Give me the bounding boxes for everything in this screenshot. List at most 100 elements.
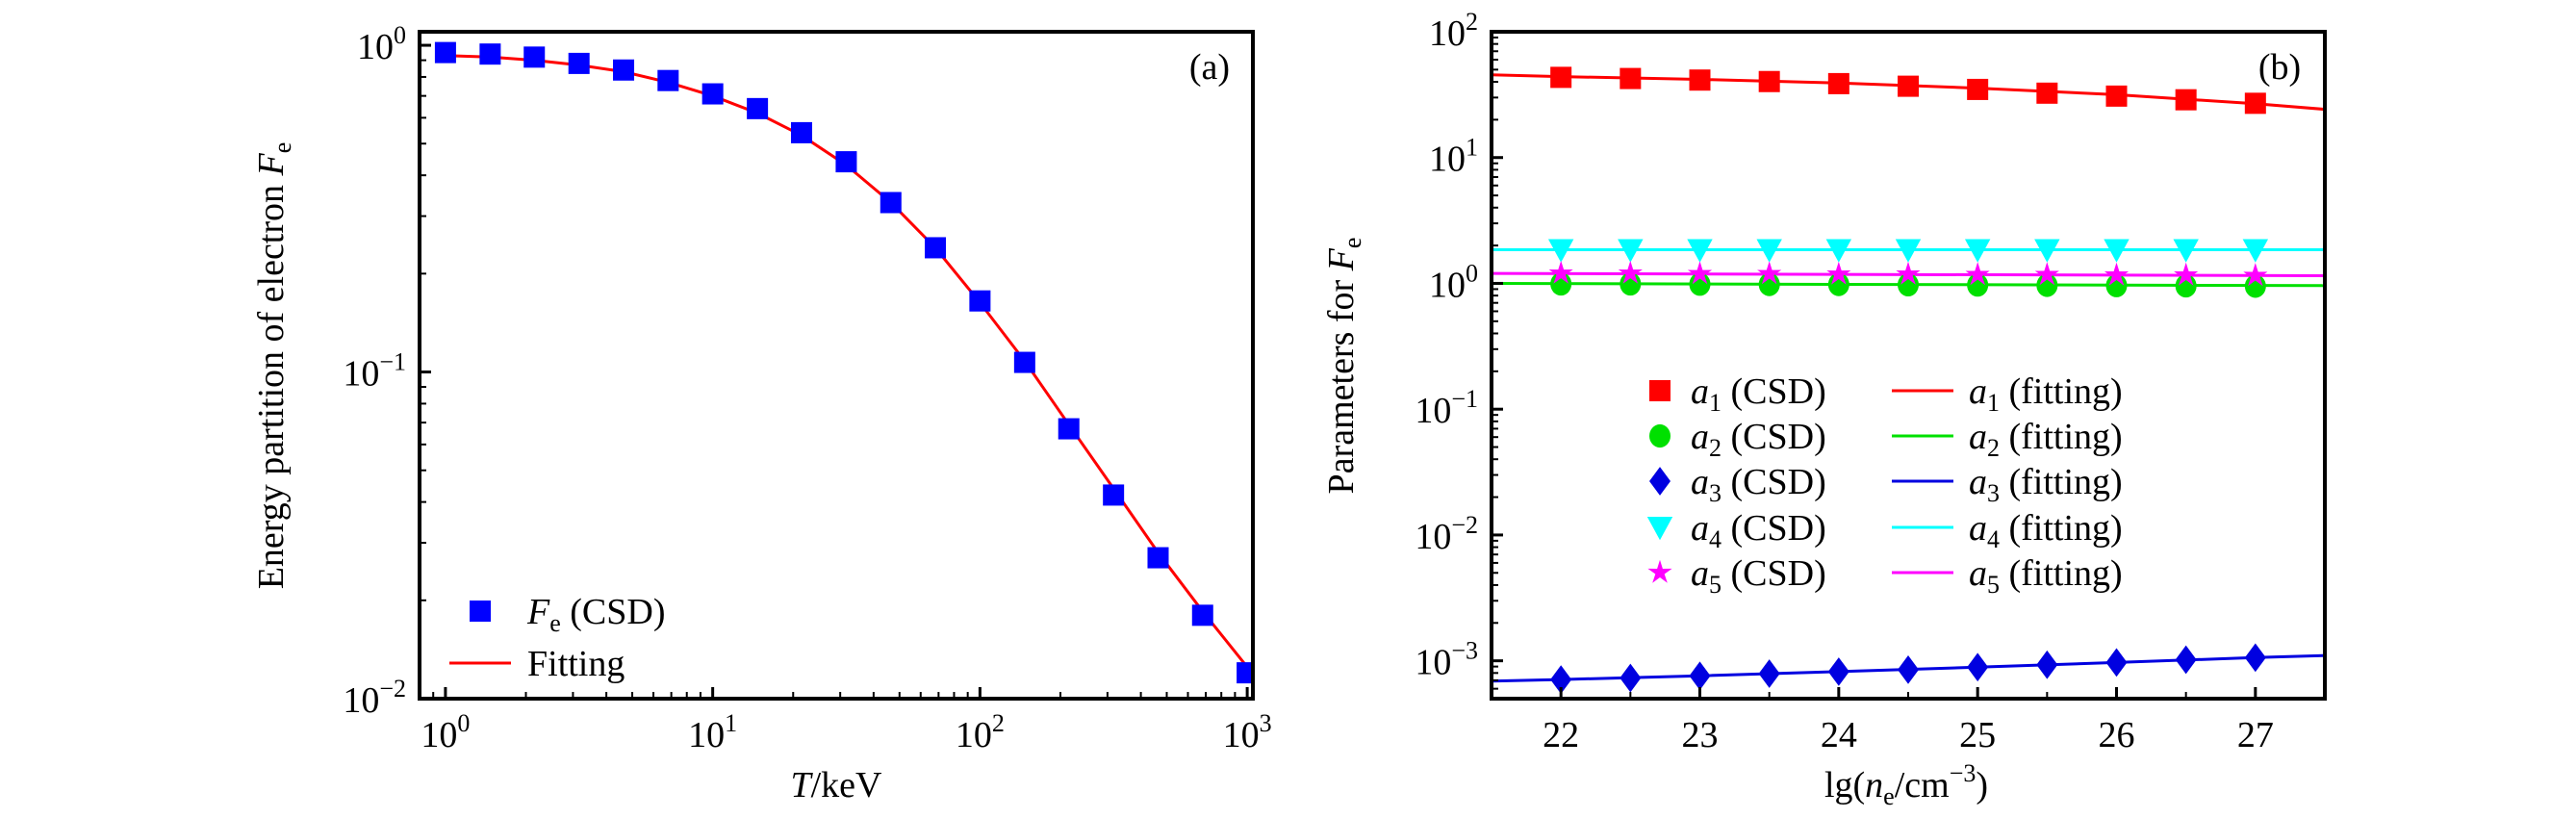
y-tick-label: 10−1: [1415, 385, 1478, 431]
marker-triangle-down: [1964, 239, 1991, 263]
marker-triangle-down: [1646, 517, 1673, 541]
marker-star: [1757, 261, 1782, 285]
legend-symbol: a: [1691, 462, 1709, 502]
x-tick-label: 25: [1959, 715, 1996, 755]
x-label-exponent: −3: [1950, 759, 1977, 787]
legend-label: a5 (fitting): [1969, 553, 2123, 599]
y-axis-subscript: e: [268, 142, 296, 154]
y-tick-label: 10−1: [343, 348, 406, 395]
y-tick-label: 10−2: [343, 675, 406, 721]
legend-label-fitting: Fitting: [527, 644, 625, 684]
x-tick-label: 22: [1543, 715, 1579, 755]
legend-subscript: 5: [1709, 571, 1722, 599]
marker-square: [1620, 67, 1642, 89]
tick-base: 10: [1429, 265, 1466, 305]
marker-square: [1058, 418, 1080, 440]
marker-square: [747, 97, 769, 119]
marker-triangle-down: [2104, 239, 2130, 263]
marker-square: [1967, 78, 1989, 100]
legend-b: a1 (CSD)a2 (CSD)a3 (CSD)a4 (CSD)a5 (CSD)…: [1646, 371, 2123, 599]
marker-triangle-down: [1618, 239, 1644, 263]
legend-label: a5 (CSD): [1691, 553, 1826, 599]
legend-marker-square: [470, 601, 491, 622]
x-tick-label: 26: [2099, 715, 2135, 755]
legend-symbol: a: [1969, 371, 1987, 412]
marker-diamond: [2175, 645, 2197, 675]
marker-square: [657, 69, 679, 91]
y-tick-label: 101: [1429, 134, 1478, 180]
legend-subscript: 1: [1709, 389, 1722, 417]
marker-star: [2243, 263, 2268, 287]
tick-exponent: 0: [1466, 259, 1478, 287]
x-tick-label: 24: [1821, 715, 1857, 755]
legend-symbol: a: [1969, 417, 1987, 457]
tick-exponent: −2: [379, 675, 406, 703]
y-axis-label-a: Energy partition of electron Fe: [251, 142, 296, 590]
fit-line-0: [445, 54, 1249, 669]
y-axis-symbol: F: [251, 152, 292, 176]
marker-square: [2244, 92, 2266, 115]
x-tick-label: 27: [2237, 715, 2274, 755]
legend-symbol: a: [1969, 508, 1987, 549]
marker-star: [1618, 260, 1643, 284]
marker-diamond: [1689, 661, 1711, 691]
tick-exponent: 1: [1466, 134, 1478, 162]
x-tick-label: 102: [956, 709, 1005, 755]
marker-diamond: [1967, 652, 1989, 682]
legend-subscript: 4: [1987, 525, 2000, 553]
legend-label: a1 (CSD): [1691, 371, 1826, 417]
marker-star: [1826, 261, 1851, 285]
marker-square: [568, 52, 590, 74]
legend-label-csd: Fe (CSD): [526, 592, 666, 637]
legend-text: (fitting): [2000, 508, 2123, 549]
y-label-text: Parameters for: [1321, 270, 1362, 494]
legend-text: (fitting): [2000, 417, 2123, 457]
tick-exponent: 2: [1466, 8, 1478, 36]
marker-diamond: [1649, 467, 1671, 496]
marker-star: [2174, 262, 2199, 286]
marker-square: [2175, 89, 2197, 111]
tick-base: 10: [1429, 140, 1466, 180]
tick-exponent: 0: [457, 709, 470, 737]
marker-square: [1827, 72, 1849, 94]
legend-symbol: a: [1969, 553, 1987, 594]
y-label-subscript: e: [1339, 238, 1366, 249]
legend-subscript: 2: [1709, 434, 1722, 462]
tick-exponent: −1: [1451, 385, 1478, 413]
y-axis-text: Energy partition of electron: [251, 175, 292, 589]
tick-exponent: 1: [725, 709, 737, 737]
marker-triangle-down: [1687, 239, 1713, 263]
tick-base: 10: [1223, 715, 1260, 755]
tick-base: 10: [1415, 391, 1451, 431]
tick-exponent: −1: [379, 348, 406, 376]
marker-star: [2104, 262, 2130, 286]
marker-triangle-down: [2173, 239, 2199, 263]
marker-square: [925, 237, 947, 259]
x-label-post: ): [1976, 765, 1988, 805]
tick-base: 10: [343, 354, 379, 395]
legend-label: a4 (fitting): [1969, 508, 2123, 553]
marker-square: [880, 192, 902, 214]
panel-label-a: (a): [1189, 47, 1230, 88]
marker-diamond: [1898, 655, 1919, 684]
marker-star: [1548, 260, 1573, 284]
marker-star: [1896, 261, 1921, 285]
tick-exponent: 0: [394, 21, 406, 49]
tick-exponent: 2: [992, 709, 1005, 737]
legend-symbol: a: [1969, 462, 1987, 502]
marker-square: [613, 59, 635, 81]
marker-triangle-down: [2034, 239, 2060, 263]
legend-text: (CSD): [1722, 417, 1826, 457]
marker-square: [1898, 75, 1919, 97]
x-axis-unit: /keV: [811, 765, 882, 805]
legend-subscript: 1: [1987, 389, 2000, 417]
x-tick-label: 23: [1682, 715, 1719, 755]
tick-base: 10: [1415, 517, 1451, 557]
marker-star: [1965, 262, 1990, 286]
tick-exponent: −2: [1451, 511, 1478, 539]
tick-base: 10: [688, 715, 725, 755]
marker-triangle-down: [2242, 239, 2269, 263]
x-axis-label-b: lg(ne/cm−3): [1824, 759, 1988, 810]
